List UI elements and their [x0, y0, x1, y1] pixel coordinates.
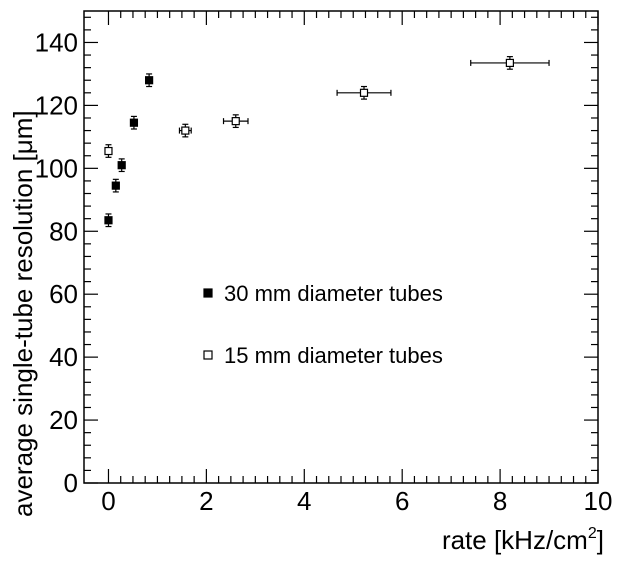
- marker: [359, 88, 369, 97]
- x-tick-label: 10: [584, 486, 613, 516]
- open-square-point: [104, 144, 113, 158]
- y-tick-label: 140: [35, 27, 78, 57]
- x-tick-label: 6: [395, 486, 409, 516]
- legend-label: 15 mm diameter tubes: [224, 343, 443, 368]
- x-tick-label: 2: [199, 486, 213, 516]
- filled-square-point: [117, 158, 126, 173]
- y-tick-label: 60: [49, 279, 78, 309]
- x-axis-label-superscript: 2: [588, 525, 597, 542]
- marker: [181, 126, 190, 135]
- marker: [505, 58, 514, 68]
- y-tick-label: 100: [35, 153, 78, 183]
- y-tick-label: 40: [49, 342, 78, 372]
- axis-ticks: [84, 11, 599, 484]
- marker: [104, 216, 113, 225]
- legend: 30 mm diameter tubes 15 mm diameter tubes: [203, 281, 443, 368]
- marker: [129, 118, 139, 127]
- y-tick-label: 80: [49, 216, 78, 246]
- filled-square-point: [129, 115, 139, 130]
- legend-marker: [203, 288, 213, 298]
- x-axis-label: rate [kHz/cm2]: [442, 525, 604, 555]
- legend-entry: 15 mm diameter tubes: [203, 343, 443, 368]
- marker: [145, 76, 154, 85]
- plot-frame: [83, 10, 599, 484]
- open-square-point: [222, 114, 249, 129]
- y-tick-label: 120: [35, 90, 78, 120]
- marker: [111, 181, 120, 190]
- open-square-point: [178, 123, 192, 138]
- filled-square-point: [145, 73, 154, 88]
- legend-marker: [203, 350, 213, 360]
- data-points: [104, 56, 550, 228]
- filled-square-point: [104, 213, 113, 228]
- x-tick-label: 4: [297, 486, 311, 516]
- y-tick-label: 20: [49, 405, 78, 435]
- legend-entry: 30 mm diameter tubes: [203, 281, 443, 306]
- y-tick-label: 0: [64, 468, 78, 498]
- x-tick-label: 0: [101, 486, 115, 516]
- x-axis-label-suffix: ]: [597, 525, 604, 555]
- open-square-point: [336, 85, 392, 100]
- x-axis-label-main: rate [kHz/cm: [442, 525, 588, 555]
- marker: [117, 161, 126, 170]
- marker: [231, 117, 240, 126]
- marker: [104, 146, 113, 156]
- filled-square-point: [111, 178, 120, 193]
- x-tick-label: 8: [493, 486, 507, 516]
- legend-label: 30 mm diameter tubes: [224, 281, 443, 306]
- open-square-point: [470, 56, 550, 70]
- y-axis-label: average single-tube resolution [μm]: [8, 110, 38, 517]
